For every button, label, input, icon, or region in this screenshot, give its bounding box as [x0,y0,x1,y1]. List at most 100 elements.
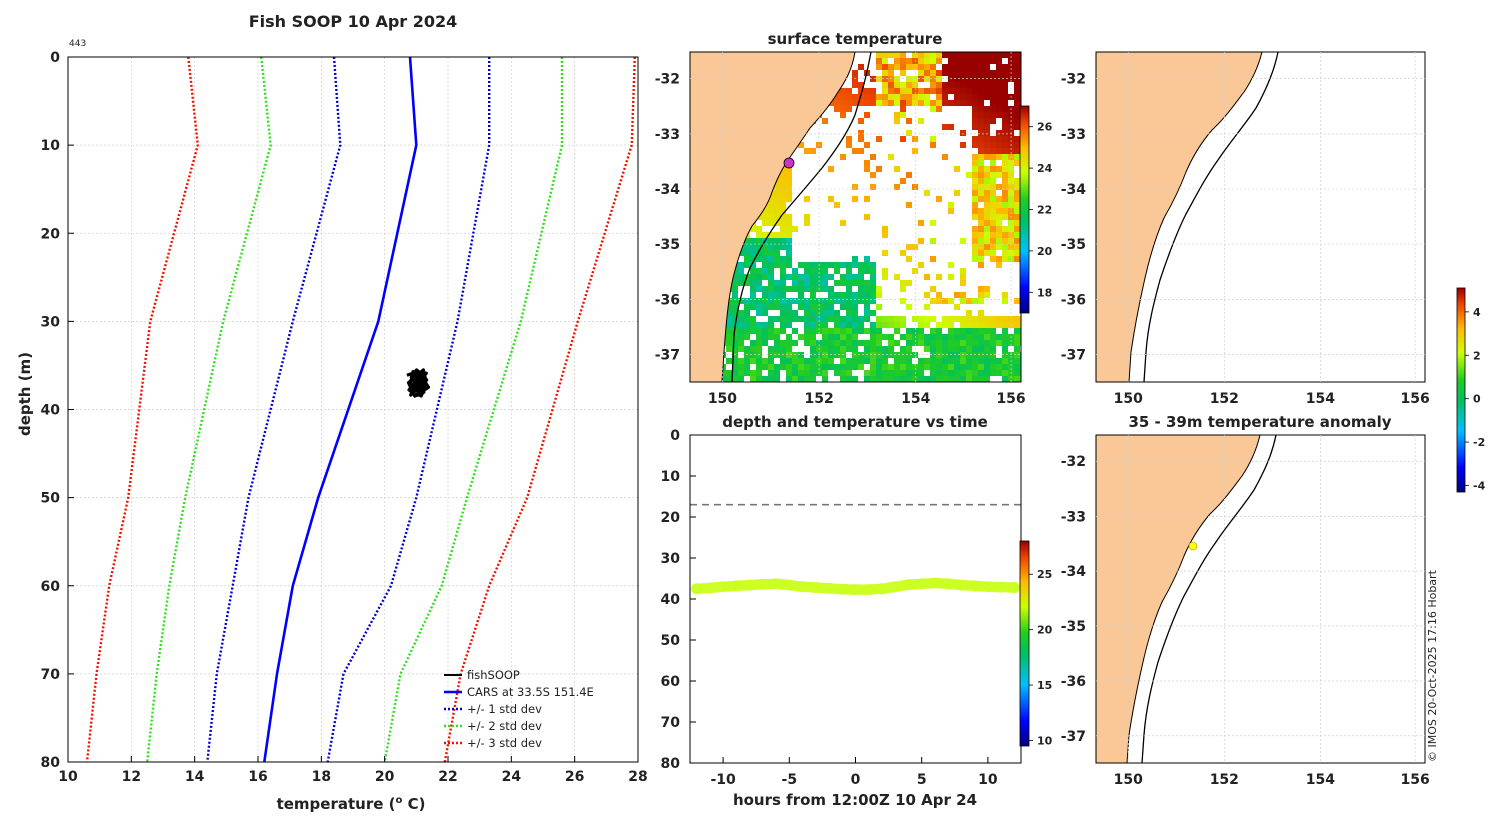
sst-cell [1002,244,1008,250]
sst-cell [798,262,804,268]
map1-lat-label: -32 [1061,71,1086,87]
sst-cell [936,94,942,100]
sst-cell [804,328,810,334]
sst-cell [966,376,972,382]
sst-cell [960,64,966,70]
sst-cell [798,298,804,304]
sst-cell [858,328,864,334]
sst-cell [978,160,984,166]
sst-cell [726,340,732,346]
sst-cell [912,58,918,64]
sst-cell [996,334,1002,340]
sst-cell [858,88,864,94]
sst-cell [768,220,774,226]
sst-cell [792,358,798,364]
sst-cell [912,364,918,370]
sst-cell [828,334,834,340]
sst-cell [876,316,882,322]
anomaly-title: 35 - 39m temperature anomaly [1128,413,1391,431]
sst-colorbar-ticks: 26 24 22 20 18 [1029,121,1053,299]
sst-cell [936,340,942,346]
sst-cell [786,298,792,304]
sst-cell [1002,166,1008,172]
sst-cell [846,136,852,142]
sst-cell [726,316,732,322]
sst-colorbar-tick-label: 26 [1037,121,1053,134]
sst-cell [882,76,888,82]
sst-cell [834,262,840,268]
sst-cell [984,244,990,250]
sst-cell [960,130,966,136]
sst-cell [972,64,978,70]
sst-cell [954,58,960,64]
depthtime-point [717,581,729,593]
sst-cell [924,376,930,382]
sst-cell [996,100,1002,106]
sst-cell [978,172,984,178]
sst-cell [900,370,906,376]
sst-cell [792,298,798,304]
sst-cell [870,100,876,106]
sst-cell [780,352,786,358]
sst-cell [876,58,882,64]
sst-cell [990,226,996,232]
sst-cell [786,232,792,238]
sst-cell [822,370,828,376]
profile-series [85,56,636,763]
sst-cell [780,358,786,364]
sst-cell [924,100,930,106]
sst-cell [798,280,804,286]
sst-cell [840,364,846,370]
sst-cell [864,310,870,316]
sst-cell [750,244,756,250]
sst-cell [996,82,1002,88]
sst-cell [852,298,858,304]
sst-cell [864,166,870,172]
sst-cell [774,328,780,334]
sst-cell [1002,364,1008,370]
depthtime-xtick-label: -5 [782,772,798,788]
sst-cell [852,292,858,298]
sst-cell [726,304,732,310]
sst-cell [834,370,840,376]
sst-cell [1002,148,1008,154]
sst-cell [864,196,870,202]
sst-cell [972,238,978,244]
sst-cell [774,256,780,262]
sst-cell [930,52,936,58]
sst-cell [1014,250,1020,256]
sst-cell [870,358,876,364]
sst-cell [756,310,762,316]
sst-cell [780,214,786,220]
sst-cell [858,340,864,346]
sst-cell [972,100,978,106]
sst-lat-label: -33 [655,127,680,143]
sst-cell [906,256,912,262]
sst-cell [888,64,894,70]
sst-colorbar-tick-label: 20 [1037,245,1053,258]
sst-cell [756,364,762,370]
sst-cell [804,280,810,286]
sst-cell [996,316,1002,322]
sst-cell [972,88,978,94]
sst-cell [996,136,1002,142]
sst-cell [846,106,852,112]
sst-cell [852,100,858,106]
profile-ytick-label: 30 [41,314,61,330]
sst-cell [1014,148,1020,154]
sst-cell [792,340,798,346]
sst-cell [774,298,780,304]
sst-cell [810,376,816,382]
sst-cell [1008,136,1014,142]
sst-cell [900,364,906,370]
sst-cell [930,358,936,364]
sst-cell [990,370,996,376]
depthtime-ticks: -10 -5 0 5 10 0 10 20 30 40 50 60 70 80 [661,428,998,788]
depthtime-point [889,581,901,593]
sst-cell [936,274,942,280]
sst-cell [906,334,912,340]
sst-cell [954,358,960,364]
sst-cell [774,292,780,298]
sst-cell [852,274,858,280]
sst-cell [762,274,768,280]
